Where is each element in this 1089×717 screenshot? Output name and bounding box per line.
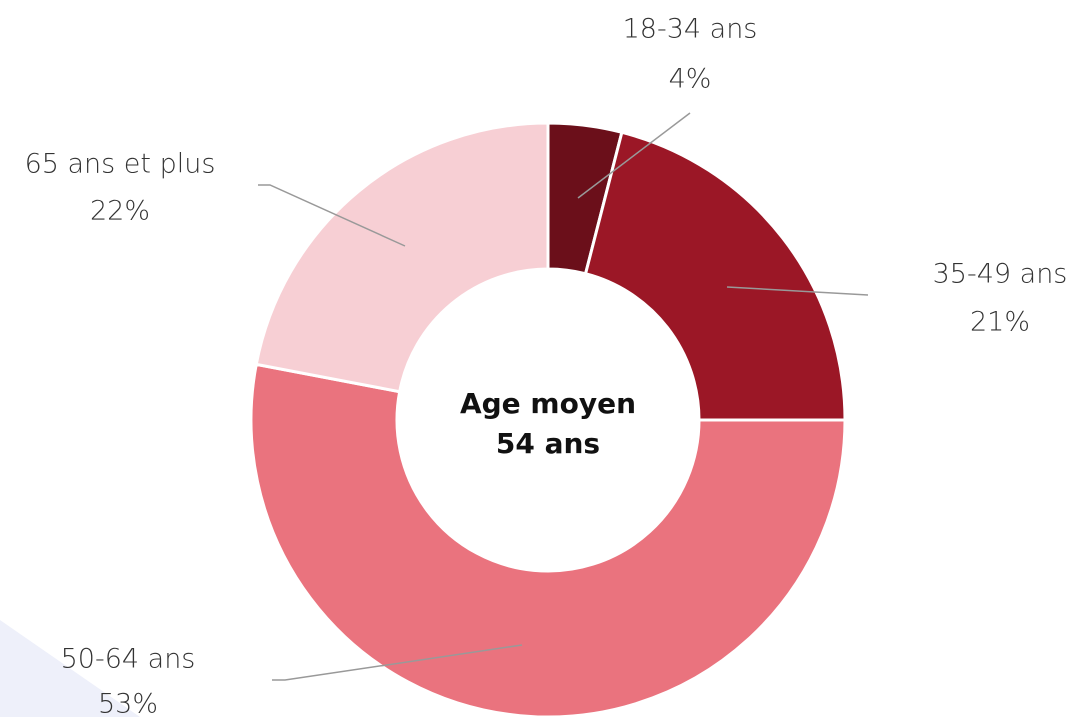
center-text: Age moyen — [460, 387, 636, 420]
donut-slice — [249, 362, 847, 717]
category-label: 50-64 ans — [61, 644, 196, 675]
category-label: 65 ans et plus — [25, 149, 216, 180]
donut-slice — [254, 121, 550, 394]
leader-line — [577, 112, 691, 199]
value-label: 22% — [90, 196, 150, 227]
donut-slice — [583, 130, 847, 422]
leader-line — [258, 184, 406, 247]
leader-line — [726, 286, 869, 296]
value-label: 53% — [98, 689, 158, 717]
center-text: 54 ans — [496, 427, 600, 460]
value-label: 4% — [669, 64, 712, 95]
leader-line — [272, 644, 523, 681]
value-label: 21% — [970, 307, 1030, 338]
background-shape — [0, 620, 140, 717]
category-label: 18-34 ans — [623, 14, 758, 45]
category-label: 35-49 ans — [933, 259, 1068, 290]
